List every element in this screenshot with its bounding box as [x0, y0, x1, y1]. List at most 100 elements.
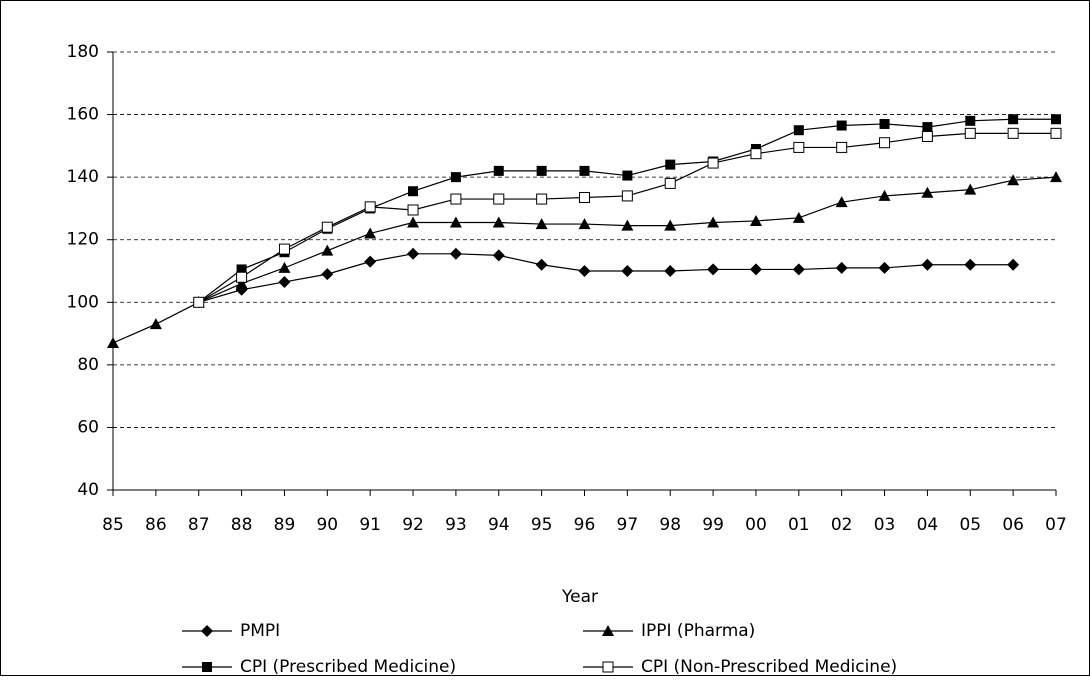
- marker: [578, 218, 591, 230]
- series-line: [198, 253, 1014, 303]
- marker: [536, 193, 548, 205]
- legend-marker: [602, 661, 614, 673]
- legend-label: CPI (Prescribed Medicine): [240, 657, 456, 676]
- x-tick-label: 06: [1002, 515, 1024, 535]
- marker: [278, 243, 290, 255]
- marker: [450, 193, 462, 205]
- marker: [707, 216, 720, 228]
- marker: [621, 190, 633, 202]
- marker: [321, 268, 334, 281]
- x-tick-label: 86: [145, 515, 167, 535]
- x-tick-label: 05: [959, 515, 981, 535]
- marker: [664, 177, 676, 189]
- marker: [107, 336, 119, 348]
- legend-marker: [602, 625, 614, 636]
- marker: [493, 165, 504, 176]
- marker: [664, 219, 677, 231]
- legend-label: IPPI (Pharma): [641, 621, 755, 641]
- marker: [407, 216, 420, 228]
- marker: [321, 221, 333, 233]
- y-tick-label: 80: [77, 355, 99, 375]
- x-tick-label: 03: [874, 515, 896, 535]
- marker: [1051, 114, 1061, 125]
- marker: [1050, 171, 1062, 183]
- y-tick-label: 100: [67, 292, 99, 312]
- marker: [665, 159, 676, 170]
- y-tick-label: 40: [77, 480, 99, 500]
- x-tick-label: 93: [445, 515, 467, 535]
- marker: [707, 263, 720, 276]
- marker: [579, 191, 590, 203]
- marker: [407, 204, 419, 216]
- legend-marker: [201, 625, 213, 637]
- legend-marker: [202, 662, 212, 672]
- marker: [236, 264, 247, 275]
- x-tick-label: 96: [574, 515, 596, 535]
- x-tick-label: 01: [788, 515, 810, 535]
- marker: [921, 258, 934, 271]
- legend-label: CPI (Non-Prescribed Medicine): [641, 657, 897, 676]
- x-tick-label: 98: [659, 515, 681, 535]
- marker: [835, 196, 848, 208]
- marker: [493, 193, 505, 205]
- marker: [449, 247, 462, 260]
- marker: [321, 244, 334, 256]
- x-tick-label: 92: [402, 515, 424, 535]
- x-axis-label: Year: [561, 587, 598, 607]
- x-tick-label: 94: [488, 515, 510, 535]
- marker: [878, 189, 891, 201]
- marker: [622, 170, 633, 181]
- marker: [492, 216, 505, 228]
- marker: [793, 141, 805, 153]
- x-tick-label: 00: [745, 515, 767, 535]
- y-tick-label: 180: [67, 42, 99, 62]
- marker: [193, 296, 205, 308]
- marker: [964, 258, 977, 271]
- marker: [408, 186, 419, 197]
- marker: [1007, 127, 1019, 139]
- marker: [792, 263, 805, 276]
- marker: [836, 141, 848, 153]
- marker: [1050, 127, 1062, 139]
- x-tick-label: 04: [917, 515, 939, 535]
- x-tick-label: 85: [102, 515, 124, 535]
- marker: [921, 130, 933, 142]
- marker: [664, 265, 677, 277]
- marker: [621, 219, 634, 231]
- x-tick-label: 87: [188, 515, 210, 535]
- y-tick-label: 120: [67, 230, 99, 250]
- marker: [149, 318, 162, 330]
- marker: [793, 125, 804, 136]
- marker: [621, 265, 634, 277]
- x-tick-label: 88: [231, 515, 253, 535]
- x-tick-label: 95: [531, 515, 553, 535]
- marker: [1007, 174, 1020, 186]
- marker: [278, 275, 291, 288]
- marker: [535, 258, 548, 271]
- marker: [922, 122, 933, 133]
- marker: [579, 165, 590, 176]
- x-tick-label: 91: [359, 515, 381, 535]
- marker: [921, 186, 934, 198]
- x-tick-label: 97: [617, 515, 639, 535]
- marker: [965, 115, 976, 126]
- x-tick-label: 99: [702, 515, 724, 535]
- marker: [964, 183, 977, 195]
- marker: [492, 249, 505, 262]
- x-tick-label: 89: [274, 515, 296, 535]
- marker: [835, 261, 848, 274]
- marker: [364, 227, 377, 239]
- y-tick-label: 60: [77, 417, 99, 437]
- marker: [578, 265, 591, 277]
- marker: [836, 120, 847, 131]
- x-tick-label: 07: [1045, 515, 1067, 535]
- marker: [407, 247, 420, 260]
- marker: [535, 218, 548, 230]
- marker: [879, 137, 891, 149]
- y-tick-label: 140: [67, 167, 99, 187]
- legend-label: PMPI: [240, 621, 280, 641]
- marker: [964, 127, 976, 139]
- marker: [749, 214, 762, 226]
